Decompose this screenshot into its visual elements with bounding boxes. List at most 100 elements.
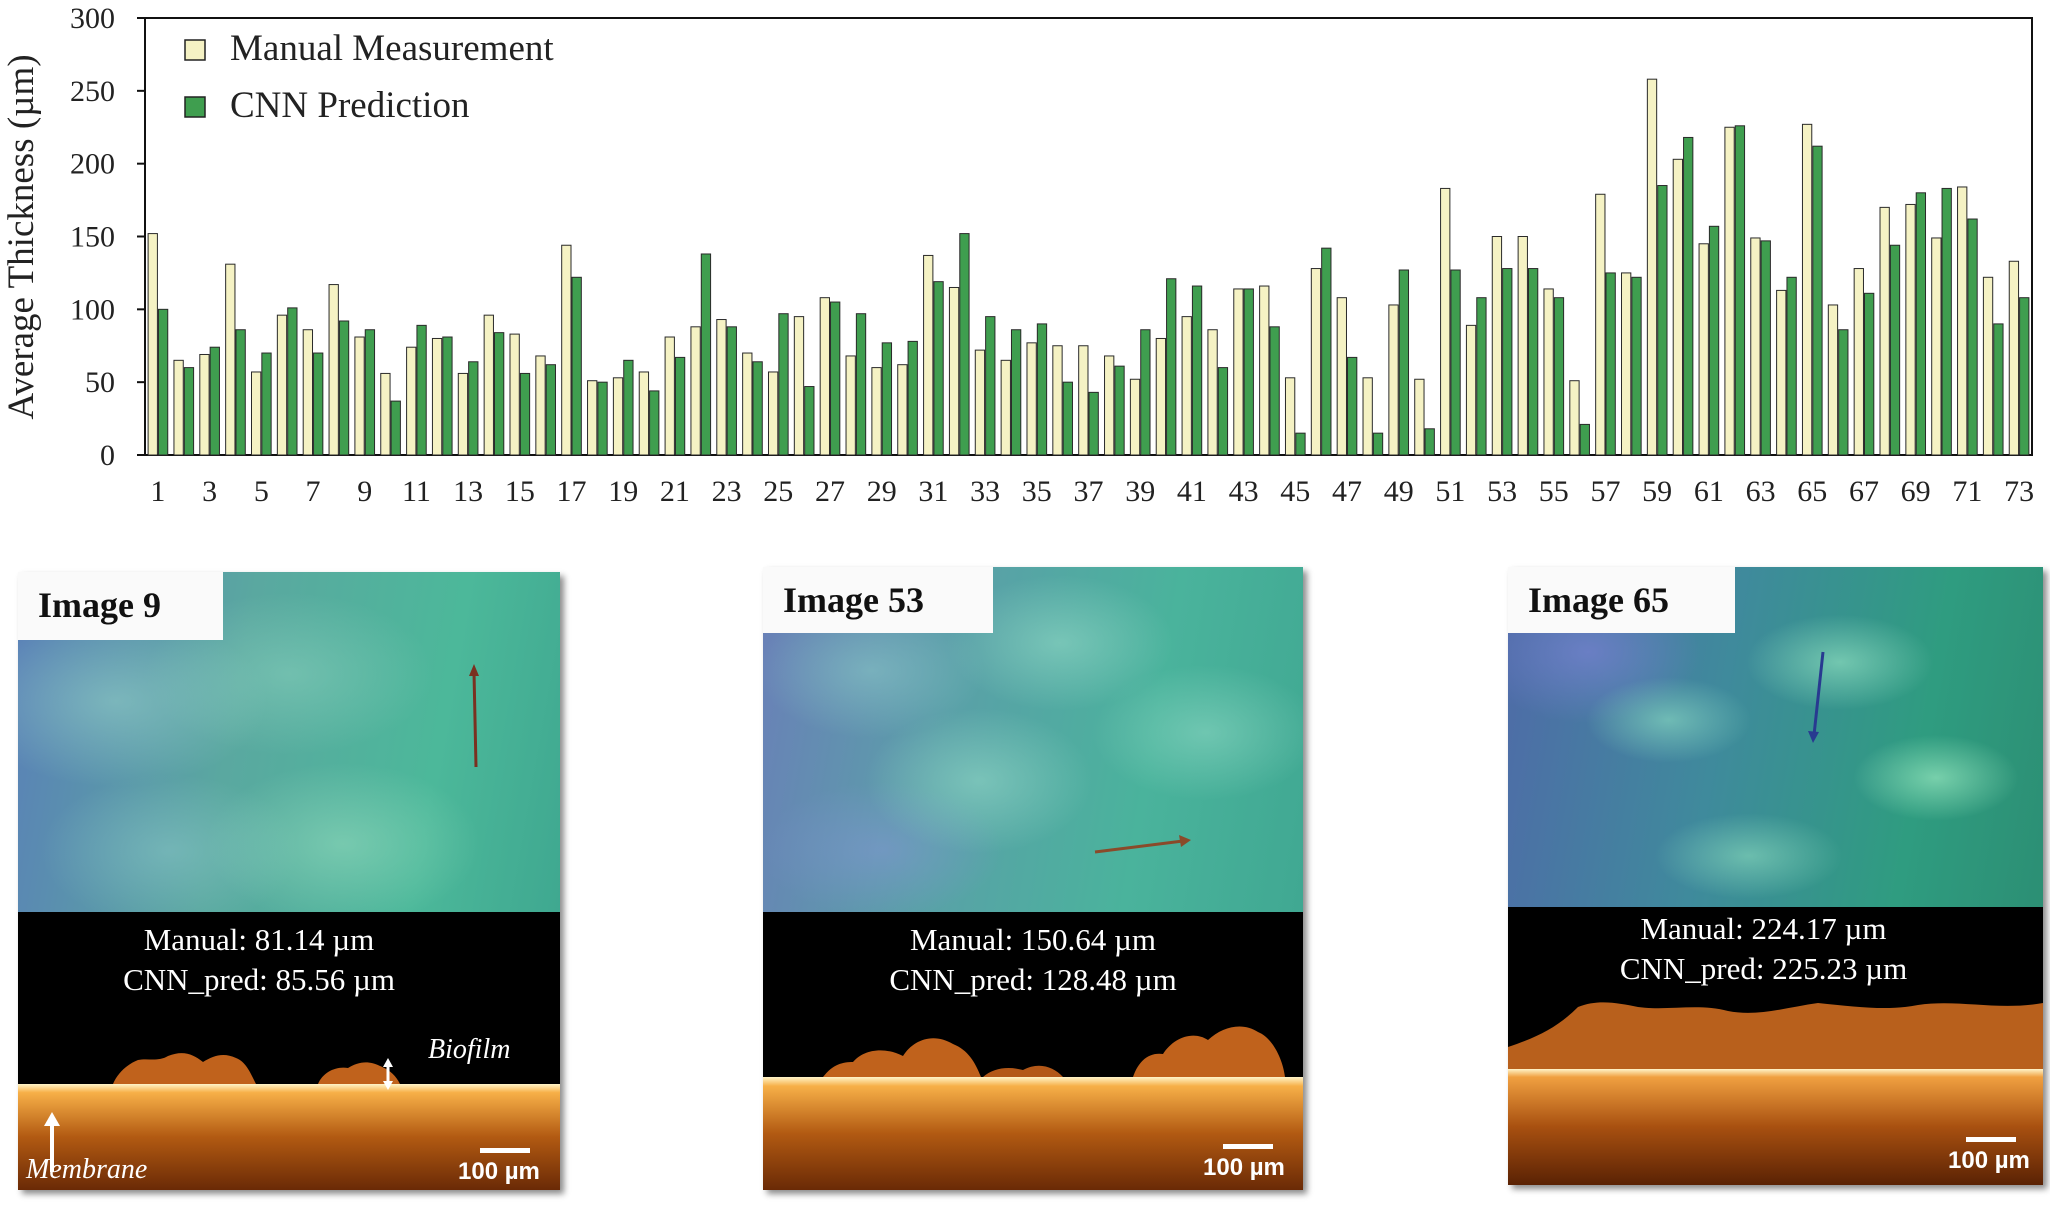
cnn-prediction-bar	[1864, 292, 1875, 456]
image-53-panel: Image 53 Manual: 150.64 µm CNN_pred: 128…	[763, 567, 1303, 1190]
manual-measurement-bar	[1569, 380, 1580, 456]
y-tick-label: 0	[100, 439, 115, 472]
manual-measurement-bar	[1181, 316, 1192, 456]
cnn-prediction-bar	[985, 316, 996, 456]
cnn-prediction-bar	[1708, 225, 1720, 456]
image-53-cnn-value: CNN_pred: 128.48 µm	[889, 962, 1177, 997]
x-tick-label: 41	[1177, 475, 1207, 508]
cnn-prediction-bar	[1450, 269, 1461, 456]
legend-label: CNN Prediction	[230, 85, 469, 126]
cnn-prediction-bar	[1243, 288, 1254, 456]
manual-measurement-bar	[1750, 237, 1761, 456]
cnn-prediction-bar	[493, 332, 505, 456]
cnn-prediction-bar	[390, 400, 401, 456]
x-tick-label: 59	[1642, 475, 1672, 508]
cnn-prediction-bar	[1889, 244, 1901, 456]
cnn-prediction-bar	[881, 342, 893, 456]
x-tick-label: 47	[1332, 475, 1362, 508]
cnn-prediction-bar	[1114, 365, 1125, 456]
cnn-prediction-bar	[235, 329, 246, 456]
image-9-label: Image 9	[18, 572, 223, 640]
cnn-prediction-bar	[1191, 285, 1203, 456]
manual-measurement-bar	[819, 297, 830, 456]
manual-measurement-bar	[1827, 304, 1839, 456]
plot-frame	[144, 17, 2033, 456]
cnn-prediction-bar	[752, 361, 763, 456]
manual-measurement-bar	[1129, 378, 1141, 456]
manual-measurement-bar	[1440, 187, 1451, 456]
manual-measurement-bar	[1233, 288, 1244, 456]
manual-measurement-bar	[612, 377, 624, 456]
x-tick-label: 73	[2004, 475, 2034, 508]
manual-measurement-bar	[638, 371, 650, 456]
cnn-prediction-bar	[1062, 381, 1073, 456]
manual-measurement-bar	[1284, 377, 1296, 456]
x-tick-label: 57	[1590, 475, 1620, 508]
manual-measurement-bar	[1155, 337, 1167, 456]
cnn-prediction-bar	[674, 356, 686, 456]
manual-measurement-bar	[716, 319, 727, 456]
cnn-prediction-bar	[1915, 192, 1927, 456]
cnn-prediction-bar	[933, 281, 944, 456]
cnn-prediction-bar	[1812, 145, 1823, 456]
manual-measurement-bar	[1957, 186, 1968, 456]
x-tick-label: 15	[505, 475, 535, 508]
manual-measurement-bar	[251, 371, 262, 456]
x-tick-label: 43	[1229, 475, 1259, 508]
manual-measurement-bar	[561, 244, 572, 456]
image-53-manual-value: Manual: 150.64 µm	[909, 922, 1157, 957]
cnn-prediction-bar	[1347, 356, 1358, 456]
x-tick-label: 19	[608, 475, 638, 508]
legend-swatch	[184, 39, 206, 61]
manual-measurement-bar	[302, 329, 314, 456]
x-tick-label: 51	[1435, 475, 1465, 508]
manual-measurement-bar	[1879, 206, 1890, 456]
image-53-arrow	[1094, 835, 1191, 854]
manual-measurement-bar	[1078, 345, 1089, 456]
cnn-prediction-bar	[1398, 269, 1410, 456]
x-tick-label: 23	[712, 475, 742, 508]
manual-measurement-bar	[974, 349, 986, 456]
manual-measurement-bar	[431, 337, 443, 456]
cnn-prediction-bar	[1786, 276, 1797, 456]
cnn-prediction-bar	[1993, 323, 2004, 456]
image-65-arrow	[1808, 651, 1825, 743]
image-53-scale-bar	[1223, 1144, 1273, 1149]
x-tick-label: 17	[557, 475, 587, 508]
x-tick-label: 9	[357, 475, 372, 508]
cnn-prediction-bar	[1269, 326, 1280, 456]
x-tick-label: 3	[202, 475, 217, 508]
cnn-prediction-bar	[1010, 329, 1022, 456]
x-tick-label: 61	[1694, 475, 1724, 508]
manual-measurement-bar	[1517, 236, 1528, 456]
cnn-prediction-bar	[855, 313, 867, 456]
cnn-prediction-bar	[261, 352, 272, 456]
cnn-prediction-bar	[416, 324, 427, 456]
manual-measurement-bar	[1621, 272, 1632, 456]
cnn-prediction-bar	[338, 320, 350, 456]
y-tick-label: 300	[70, 2, 115, 35]
legend-swatch	[184, 96, 206, 118]
cnn-prediction-bar	[287, 307, 298, 456]
cnn-prediction-bar	[1088, 391, 1099, 456]
manual-measurement-bar	[173, 359, 184, 456]
cnn-prediction-bar	[1657, 185, 1668, 456]
manual-measurement-bar	[793, 316, 805, 456]
x-tick-label: 71	[1952, 475, 1982, 508]
y-tick-label: 200	[70, 148, 115, 181]
image-53-label: Image 53	[763, 567, 993, 633]
x-tick-label: 49	[1384, 475, 1414, 508]
manual-measurement-bar	[535, 355, 546, 456]
x-tick-label: 45	[1280, 475, 1310, 508]
cnn-prediction-bar	[1424, 428, 1435, 456]
cnn-prediction-bar	[1476, 297, 1487, 456]
cnn-prediction-bar	[519, 372, 531, 456]
x-tick-label: 11	[402, 475, 431, 508]
cnn-prediction-bar	[313, 352, 324, 456]
manual-measurement-bar	[767, 371, 779, 456]
manual-measurement-bar	[380, 372, 391, 456]
cnn-prediction-bar	[1734, 125, 1746, 456]
manual-measurement-bar	[1905, 203, 1916, 456]
manual-measurement-bar	[1491, 236, 1503, 456]
